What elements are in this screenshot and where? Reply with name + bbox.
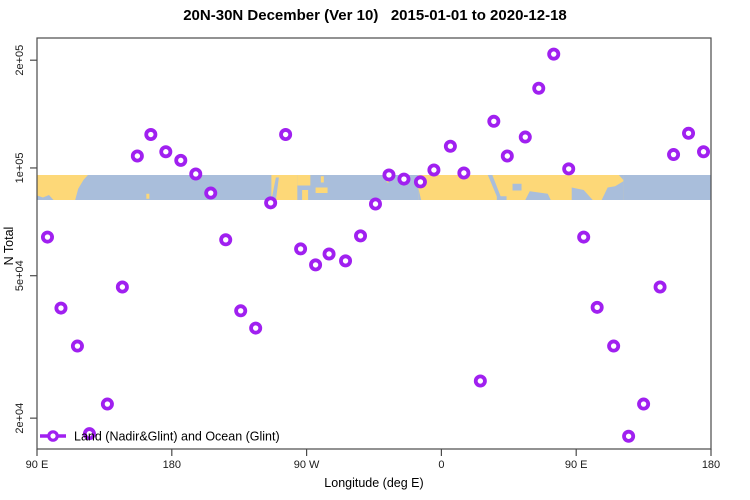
data-point (397, 172, 411, 186)
x-tick-label: 90 E (26, 459, 49, 471)
land-segment-yucatan (302, 190, 309, 200)
ocean-cutout-red-sea (487, 175, 503, 200)
data-point (473, 374, 487, 388)
y-axis-title: N Total (2, 227, 16, 266)
x-tick-label: 90 E (565, 459, 588, 471)
ocean-cutout-nw-africa-coast (418, 187, 422, 200)
data-point (249, 321, 263, 335)
land-segment-south-asia-china (37, 175, 88, 200)
data-point (100, 397, 114, 411)
data-point (144, 128, 158, 142)
data-point (294, 242, 308, 256)
data-point (500, 149, 514, 163)
data-point (413, 175, 427, 189)
plot-border (36, 37, 712, 450)
data-point (607, 339, 621, 353)
data-point (590, 300, 604, 314)
data-point (547, 47, 561, 61)
ocean-cutout-east-china-coast (618, 175, 624, 180)
data-point (697, 145, 711, 159)
ocean-cutout-bay-of-bengal (571, 187, 593, 200)
land-segment-north-mexico-gulf-coast (297, 175, 311, 186)
data-point (309, 258, 323, 272)
data-point (174, 153, 188, 167)
data-point (562, 162, 576, 176)
x-tick-label: 180 (702, 459, 720, 471)
ocean-cutout-gulf-of-california (271, 177, 279, 200)
data-point (532, 81, 546, 95)
data-point (622, 429, 636, 443)
data-point (264, 196, 278, 210)
data-point (653, 280, 667, 294)
data-point (70, 339, 84, 353)
ocean-cutout-persian-gulf (512, 183, 522, 191)
data-point (115, 280, 129, 294)
data-point (204, 186, 218, 200)
x-tick-label: 90 W (294, 459, 320, 471)
legend-marker-icon (47, 430, 59, 442)
data-point (667, 148, 681, 162)
data-point (279, 128, 293, 142)
y-tick-label: 2e+04 (14, 403, 26, 434)
plot-dynamic-layer: 90 E 180 90 W 0 90 E 180 2e+04 5e+04 1e+05 2e+05 (14, 37, 720, 471)
data-point (518, 130, 532, 144)
data-point (234, 304, 248, 318)
x-axis-title: Longitude (deg E) (324, 476, 423, 490)
data-point (339, 254, 353, 268)
data-point (457, 166, 471, 180)
data-point (443, 139, 457, 153)
ocean-cutout-gulf-of-aden (496, 196, 507, 200)
y-tick-label: 5e+04 (14, 260, 26, 291)
data-point (159, 145, 173, 159)
x-tick-label: 0 (438, 459, 444, 471)
legend: Land (Nadir&Glint) and Ocean (Glint) (40, 430, 280, 444)
data-point (354, 229, 368, 243)
y-tick-label: 1e+05 (14, 152, 26, 183)
data-point (577, 230, 591, 244)
data-point (487, 114, 501, 128)
data-point (682, 126, 696, 140)
data-point (219, 233, 233, 247)
data-point (189, 167, 203, 181)
legend-label: Land (Nadir&Glint) and Ocean (Glint) (74, 430, 280, 444)
land-segment-cuba (315, 187, 328, 193)
data-point (82, 427, 96, 441)
ocean-cutout-south-china-sea (601, 181, 624, 200)
chart-title: 20N-30N December (Ver 10) 2015-01-01 to … (183, 7, 567, 24)
data-point (427, 163, 441, 177)
data-point (322, 247, 336, 261)
data-point (130, 149, 144, 163)
ocean-cutout-arabian-sea (525, 191, 551, 200)
data-point (637, 397, 651, 411)
land-segment-florida (320, 176, 324, 183)
data-point (40, 230, 54, 244)
data-point (54, 301, 68, 315)
data-point (382, 168, 396, 182)
y-tick-label: 2e+05 (14, 45, 26, 76)
data-point (368, 197, 382, 211)
land-segment-pacific-islands-speck (146, 193, 150, 199)
x-tick-label: 180 (163, 459, 181, 471)
